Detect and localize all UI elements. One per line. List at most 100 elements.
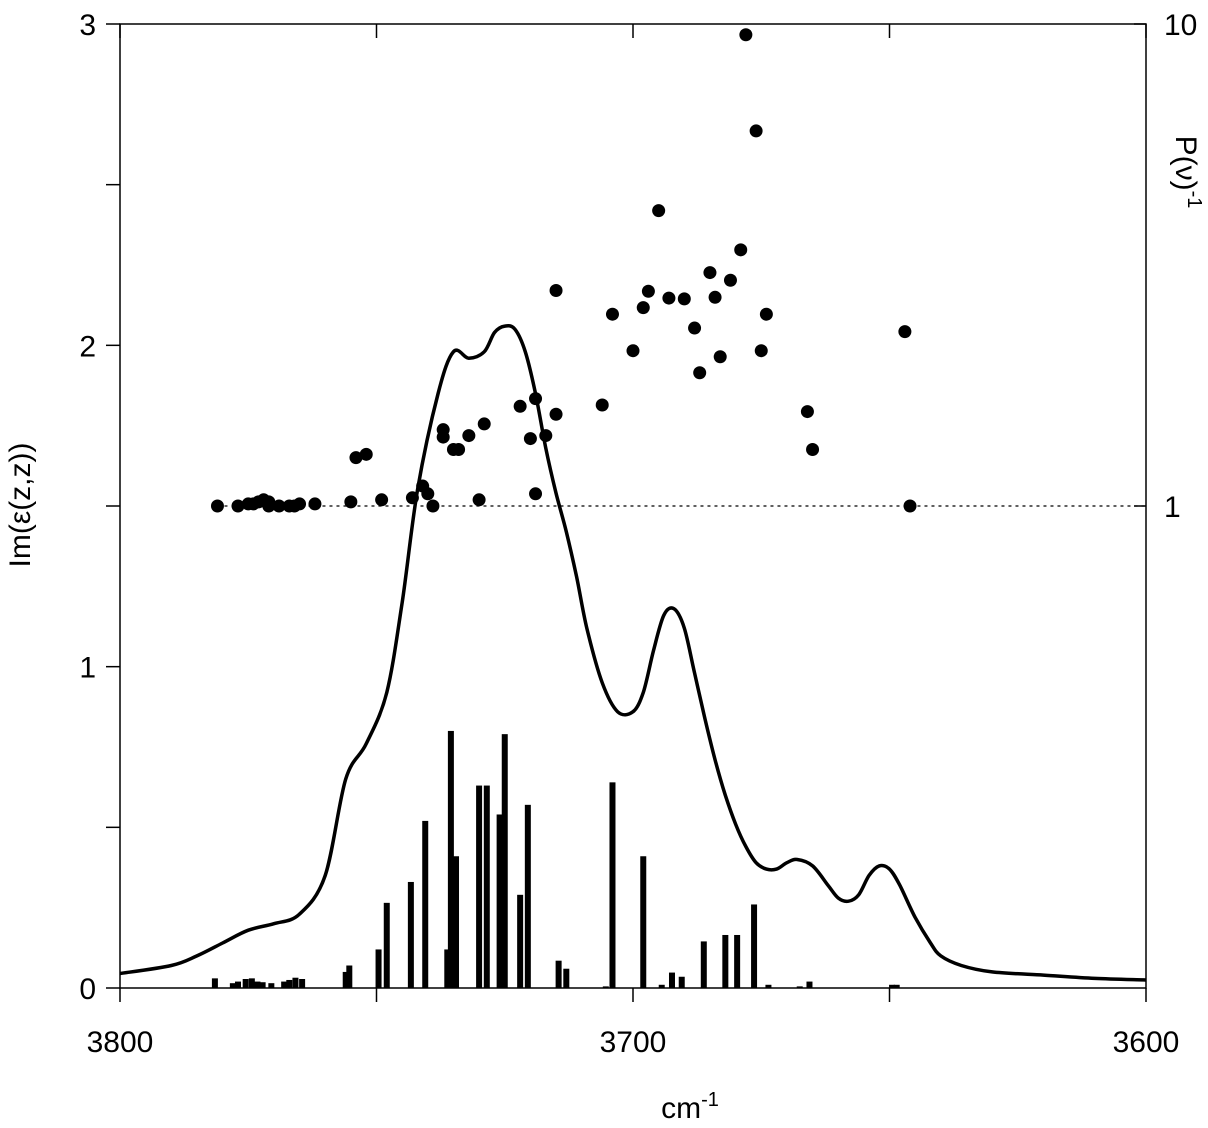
x-tick-label: 3700 [600,1026,667,1059]
x-tick-labels: 3800 3700 3600 [87,1026,1180,1059]
data-point [749,124,763,138]
stick-bar [259,982,266,988]
data-point [523,432,537,446]
data-point [605,307,619,321]
data-point [513,399,527,413]
stick-bar [893,984,900,988]
x-tick-label: 3800 [87,1026,154,1059]
data-point [308,497,322,511]
data-point [739,28,753,42]
data-point [903,499,917,513]
data-point [549,283,563,297]
stick-bar [248,978,255,988]
data-point [272,499,286,513]
stick-bar [678,976,685,988]
data-point [636,301,650,315]
stick-spectrum [211,730,900,988]
data-point [713,350,727,364]
data-point [293,497,307,511]
data-point [549,407,563,421]
data-point [754,344,768,358]
stick-bar [447,730,454,988]
data-point [359,447,373,461]
stick-bar [602,986,609,988]
stick-bar [524,804,531,988]
stick-bar [806,981,813,988]
data-point [708,290,722,304]
stick-bar [796,986,803,988]
data-point [723,273,737,287]
stick-bar [765,984,772,988]
stick-bar [242,979,249,988]
stick-bar [751,904,758,988]
stick-bar [342,971,349,988]
data-point [677,292,691,306]
stick-bar [229,983,236,988]
data-point [800,405,814,419]
stick-bar [453,856,460,988]
stick-bar [476,785,483,988]
data-point [595,398,609,412]
spectrum-line [119,323,1147,982]
stick-bar [444,949,451,988]
stick-bar [555,960,562,988]
stick-bar [722,934,729,988]
stick-bar [609,782,616,988]
data-point [231,499,245,513]
stick-bar [658,984,665,988]
y-left-tick-labels: 0 1 2 3 [79,9,96,1006]
data-point [662,291,676,305]
y-left-tick-label: 0 [79,973,96,1006]
stick-bar [422,820,429,988]
stick-bar [668,972,675,988]
data-point [375,493,389,507]
stick-bar [286,979,293,988]
data-point [472,493,486,507]
axis-ticks [106,23,1147,1002]
data-point [703,266,717,280]
y-left-tick-label: 2 [79,330,96,363]
data-point [898,325,912,339]
x-tick-label: 3600 [1113,1026,1180,1059]
data-point [688,321,702,335]
y-right-tick-label: 10 [1164,9,1197,42]
data-point [477,417,491,431]
stick-bar [281,981,288,988]
data-point [652,204,666,218]
y-right-axis-label: P(ν)-1 [1169,136,1205,209]
stick-bar [734,934,741,988]
data-point [641,284,655,298]
data-point [693,366,707,380]
stick-bar [496,814,503,988]
stick-bar [517,894,524,988]
stick-bar [375,949,382,988]
stick-bar [407,881,414,988]
data-point [344,495,358,509]
data-point [529,487,543,501]
stick-bar [700,941,707,988]
stick-bar [254,981,261,988]
stick-bar [211,978,218,988]
stick-bar [889,984,896,988]
data-point [734,243,748,257]
stick-bar [640,856,647,988]
stick-bar [483,785,490,988]
data-point [436,423,450,437]
x-axis-label: cm-1 [661,1089,719,1125]
y-right-tick-label: 1 [1164,491,1181,524]
stick-bar [234,981,241,988]
participation-ratio-points [210,28,917,513]
data-point [759,307,773,321]
stick-bar [346,965,353,988]
data-point [349,451,363,465]
stick-bar [449,901,456,988]
stick-bar [268,983,275,988]
data-point [626,344,640,358]
stick-bar [501,734,508,988]
y-right-tick-labels: 1 10 [1164,9,1197,524]
stick-bar [563,968,570,988]
stick-bar [292,977,299,988]
y-left-axis-label: Im(ε(z,z)) [4,443,37,568]
